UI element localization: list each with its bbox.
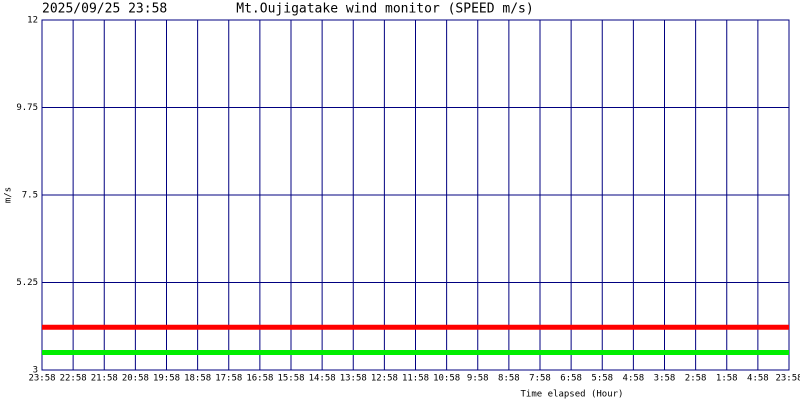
y-tick-label: 5.25 [16, 278, 38, 288]
x-tick-label: 14:58 [309, 374, 336, 384]
x-tick-label: 16:58 [246, 374, 273, 384]
x-tick-label: 20:58 [122, 374, 149, 384]
x-tick-label: 11:58 [402, 374, 429, 384]
x-tick-label: 3:58 [654, 374, 676, 384]
y-tick-label: 9.75 [16, 103, 38, 113]
x-tick-label: 13:58 [340, 374, 367, 384]
plot-border [41, 19, 790, 371]
x-tick-label: 9:58 [467, 374, 489, 384]
x-tick-label: 18:58 [184, 374, 211, 384]
chart-title: Mt.Oujigatake wind monitor (SPEED m/s) [236, 2, 533, 17]
x-tick-label: 10:58 [433, 374, 460, 384]
x-tick-label: 7:58 [529, 374, 551, 384]
x-tick-label: 2:58 [685, 374, 707, 384]
x-axis-label: Time elapsed (Hour) [521, 390, 624, 400]
x-tick-label: 15:58 [277, 374, 304, 384]
x-tick-label: 22:58 [60, 374, 87, 384]
y-tick-label: 12 [27, 16, 38, 26]
x-tick-label: 17:58 [215, 374, 242, 384]
x-tick-label: 19:58 [153, 374, 180, 384]
x-tick-label: 6:58 [560, 374, 582, 384]
x-tick-label: 21:58 [91, 374, 118, 384]
timestamp: 2025/09/25 23:58 [42, 2, 167, 17]
x-tick-label: 4:58 [623, 374, 645, 384]
x-tick-label: 23:58 [28, 374, 55, 384]
y-axis-label: m/s [4, 187, 14, 203]
x-tick-label: 8:58 [498, 374, 520, 384]
x-tick-label: 23:58 [775, 374, 800, 384]
x-tick-label: 1:58 [716, 374, 738, 384]
x-tick-label: 5:58 [591, 374, 613, 384]
y-tick-label: 3 [33, 366, 38, 376]
x-tick-label: 12:58 [371, 374, 398, 384]
y-tick-label: 7.5 [22, 191, 38, 201]
x-tick-label: 4:58 [747, 374, 769, 384]
